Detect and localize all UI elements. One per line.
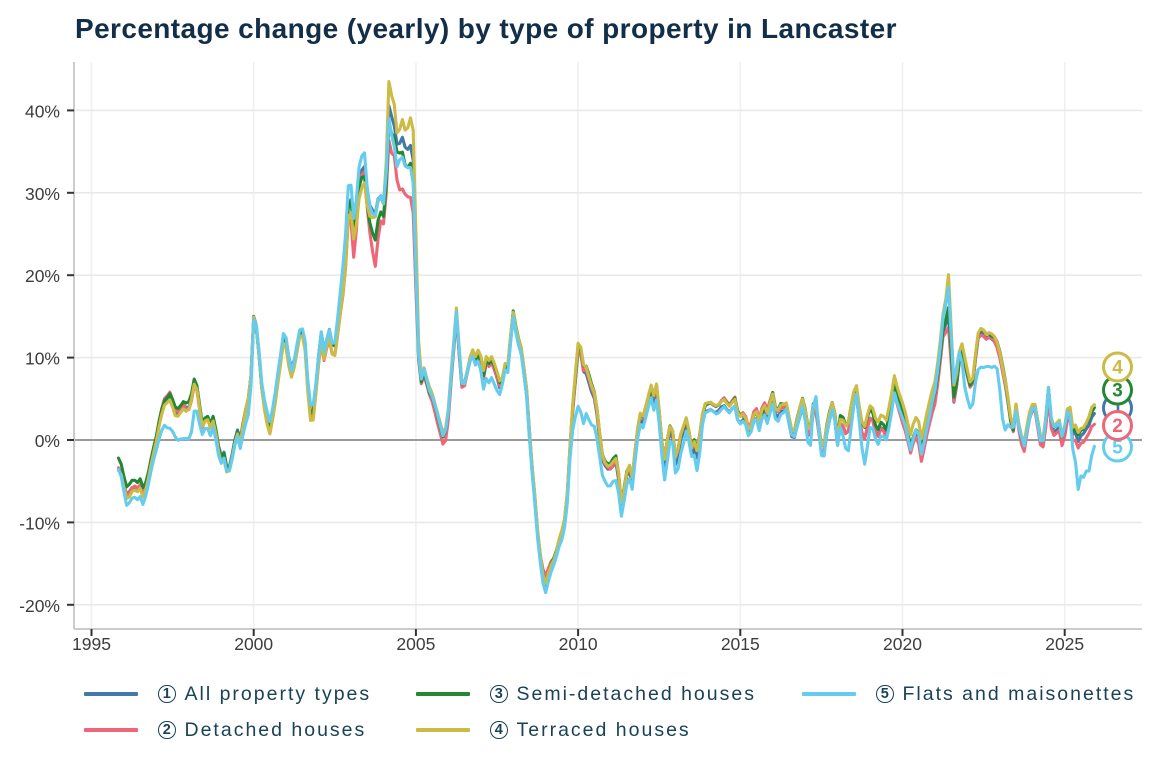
- svg-text:2005: 2005: [396, 634, 435, 654]
- svg-text:40%: 40%: [25, 101, 60, 121]
- svg-text:1: 1: [1112, 399, 1123, 420]
- svg-text:20%: 20%: [25, 266, 60, 286]
- svg-text:3: 3: [1112, 381, 1123, 402]
- svg-text:0%: 0%: [35, 431, 60, 451]
- svg-text:2010: 2010: [559, 634, 598, 654]
- svg-text:2000: 2000: [234, 634, 273, 654]
- svg-text:10%: 10%: [25, 349, 60, 369]
- svg-text:30%: 30%: [25, 184, 60, 204]
- svg-text:2: 2: [1112, 416, 1123, 437]
- svg-text:2025: 2025: [1045, 634, 1084, 654]
- svg-text:5: 5: [1112, 438, 1123, 459]
- svg-text:4: 4: [1112, 358, 1123, 379]
- svg-text:1995: 1995: [72, 634, 111, 654]
- svg-text:2020: 2020: [883, 634, 922, 654]
- svg-text:2015: 2015: [721, 634, 760, 654]
- svg-text:-20%: -20%: [19, 596, 60, 616]
- svg-text:-10%: -10%: [19, 513, 60, 533]
